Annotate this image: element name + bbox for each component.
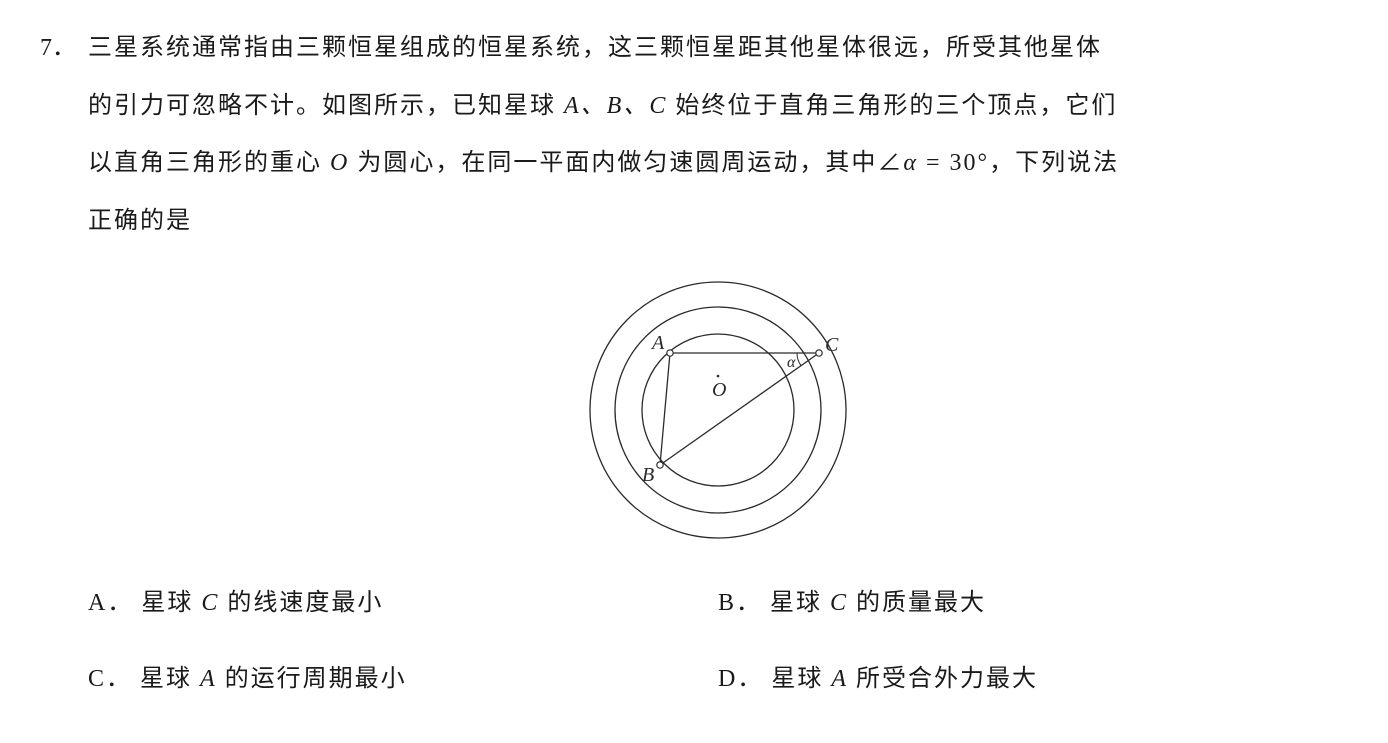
text-line3: 以直角三角形的重心 (88, 150, 330, 176)
option-c-label: C． (88, 666, 132, 692)
option-a: A． 星球 C 的线速度最小 (88, 575, 718, 633)
svg-text:B: B (642, 464, 654, 486)
option-a-text2: 的线速度最小 (219, 590, 383, 616)
text-line1: 三星系统通常指由三颗恒星组成的恒星系统，这三颗恒星距其他星体很远，所受其他星体 (88, 35, 1102, 61)
option-a-var: C (201, 590, 219, 616)
question-text: 三星系统通常指由三颗恒星组成的恒星系统，这三颗恒星距其他星体很远，所受其他星体 … (88, 20, 1348, 250)
option-c: C． 星球 A 的运行周期最小 (88, 651, 718, 709)
option-a-text: 星球 (141, 590, 201, 616)
question-container: 7． 三星系统通常指由三颗恒星组成的恒星系统，这三颗恒星距其他星体很远，所受其他… (40, 20, 1348, 709)
svg-text:α: α (787, 354, 796, 371)
option-c-text: 星球 (140, 666, 200, 692)
diagram: A B C Oα (578, 270, 858, 550)
text-line2: 的引力可忽略不计。如图所示，已知星球 (88, 93, 564, 119)
question-body: 三星系统通常指由三颗恒星组成的恒星系统，这三颗恒星距其他星体很远，所受其他星体 … (88, 20, 1348, 709)
svg-text:A: A (650, 332, 665, 354)
option-d-label: D． (718, 666, 763, 692)
vars-abc: A、B、C (564, 93, 667, 119)
options-grid: A． 星球 C 的线速度最小 B． 星球 C 的质量最大 C． 星球 A 的运行周期最… (88, 575, 1348, 708)
option-c-text2: 的运行周期最小 (217, 666, 407, 692)
option-d-var: A (831, 666, 848, 692)
text-line4: 正确的是 (88, 208, 192, 234)
svg-text:C: C (825, 334, 839, 356)
option-d-text2: 所受合外力最大 (848, 666, 1038, 692)
question-number: 7． (40, 20, 76, 78)
option-c-var: A (200, 666, 217, 692)
option-b-label: B． (718, 590, 762, 616)
option-d-text: 星球 (771, 666, 831, 692)
var-alpha: α (903, 150, 918, 176)
svg-text:O: O (712, 379, 726, 401)
text-line2-cont: 始终位于直角三角形的三个顶点，它们 (667, 93, 1117, 119)
option-d: D． 星球 A 所受合外力最大 (718, 651, 1348, 709)
text-line3-cont: 为圆心，在同一平面内做匀速圆周运动，其中∠ (349, 150, 903, 176)
option-b-text2: 的质量最大 (848, 590, 986, 616)
option-b-var: C (830, 590, 848, 616)
option-b: B． 星球 C 的质量最大 (718, 575, 1348, 633)
text-line3-eq: = 30°，下列说法 (918, 150, 1119, 176)
option-a-label: A． (88, 590, 133, 616)
var-o: O (330, 150, 349, 176)
option-b-text: 星球 (770, 590, 830, 616)
diagram-container: A B C Oα (88, 270, 1348, 550)
